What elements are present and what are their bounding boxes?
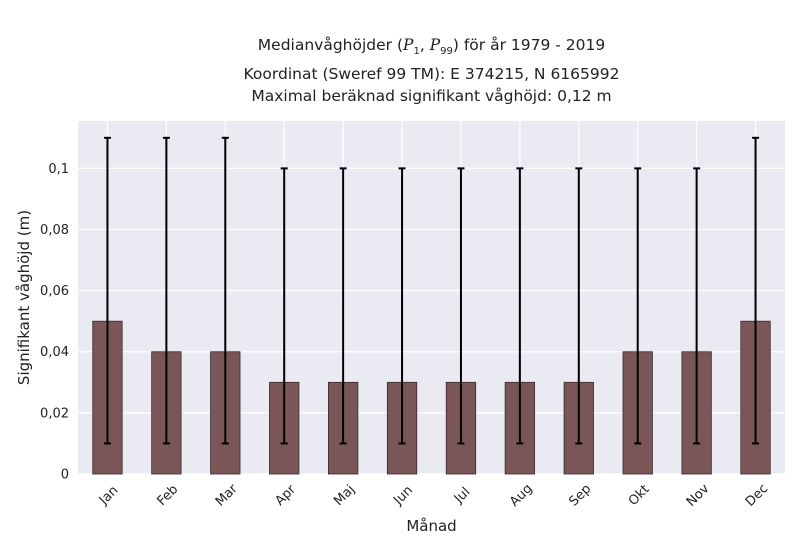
plot-area bbox=[78, 121, 785, 474]
y-tick-label: 0 bbox=[61, 468, 69, 483]
title-line-1: Medianvåghöjder (P1, P99) för år 1979 - … bbox=[78, 34, 785, 63]
title-line-3: Maximal beräknad signifikant våghöjd: 0,… bbox=[251, 87, 612, 106]
y-axis-label: Signifikant våghöjd (m) bbox=[15, 210, 33, 385]
title-p2: P bbox=[429, 36, 441, 54]
x-tick-label: Feb bbox=[154, 482, 181, 509]
x-tick-label: Okt bbox=[626, 482, 653, 509]
y-tick-label: 0,1 bbox=[48, 162, 69, 177]
title-suffix: ) för år 1979 - 2019 bbox=[452, 36, 606, 54]
title-line-2: Koordinat (Sweref 99 TM): E 374215, N 61… bbox=[243, 65, 620, 84]
x-tick-label: Apr bbox=[272, 482, 299, 509]
title-sep: , bbox=[419, 36, 430, 54]
x-tick-label: Aug bbox=[507, 481, 536, 510]
x-tick-label: Maj bbox=[331, 482, 358, 509]
x-axis-label: Månad bbox=[406, 517, 456, 535]
title-p1: P bbox=[403, 36, 414, 54]
chart-title: Medianvåghöjder (P1, P99) för år 1979 - … bbox=[78, 34, 785, 107]
x-tick-label: Mar bbox=[213, 481, 241, 509]
y-tick-label: 0,04 bbox=[40, 345, 69, 360]
x-tick-label: Jul bbox=[451, 485, 473, 507]
title-p1-sub: 1 bbox=[413, 46, 420, 58]
x-tick-label: Jun bbox=[390, 483, 416, 509]
x-tick-label: Dec bbox=[743, 481, 771, 509]
y-tick-label: 0,02 bbox=[40, 406, 69, 421]
title-prefix: Medianvåghöjder ( bbox=[257, 36, 404, 54]
x-tick-label: Jan bbox=[96, 483, 121, 508]
x-tick-label: Nov bbox=[684, 481, 713, 510]
title-p2-sub: 99 bbox=[440, 46, 453, 58]
y-tick-label: 0,08 bbox=[40, 223, 69, 238]
x-tick-label: Sep bbox=[566, 482, 594, 510]
y-tick-label: 0,06 bbox=[40, 284, 69, 299]
